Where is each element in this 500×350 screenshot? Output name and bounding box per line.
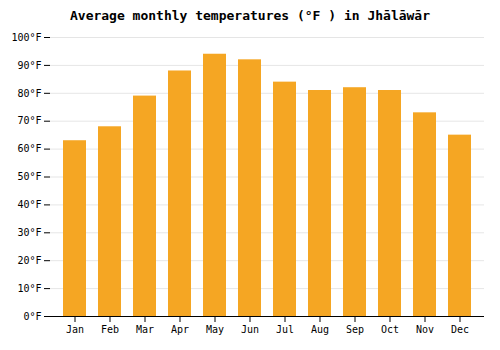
svg-text:60°F: 60°F bbox=[17, 143, 41, 154]
svg-text:40°F: 40°F bbox=[17, 199, 41, 210]
svg-text:Dec: Dec bbox=[451, 324, 469, 335]
svg-text:30°F: 30°F bbox=[17, 227, 41, 238]
html-text:Average monthly temperatures (: Average monthly temperatures (°F ) in Jh… bbox=[70, 8, 430, 23]
svg-text:Mar: Mar bbox=[136, 324, 154, 335]
svg-text:Apr: Apr bbox=[171, 324, 189, 335]
svg-text:May: May bbox=[206, 324, 224, 335]
svg-text:Feb: Feb bbox=[101, 324, 119, 335]
svg-text:Oct: Oct bbox=[381, 324, 399, 335]
svg-text:Jun: Jun bbox=[241, 324, 259, 335]
svg-text:10°F: 10°F bbox=[17, 283, 41, 294]
svg-text:100°F: 100°F bbox=[11, 32, 41, 43]
svg-text:Jan: Jan bbox=[66, 324, 84, 335]
svg-text:Jul: Jul bbox=[276, 324, 294, 335]
svg-text:70°F: 70°F bbox=[17, 115, 41, 126]
svg-text:Sep: Sep bbox=[346, 324, 364, 335]
svg-text:80°F: 80°F bbox=[17, 88, 41, 99]
svg-text:Aug: Aug bbox=[311, 324, 329, 335]
svg-text:90°F: 90°F bbox=[17, 60, 41, 71]
svg-text:Nov: Nov bbox=[416, 324, 434, 335]
svg-text:20°F: 20°F bbox=[17, 255, 41, 266]
svg-text:50°F: 50°F bbox=[17, 171, 41, 182]
svg-text:0°F: 0°F bbox=[23, 311, 41, 322]
